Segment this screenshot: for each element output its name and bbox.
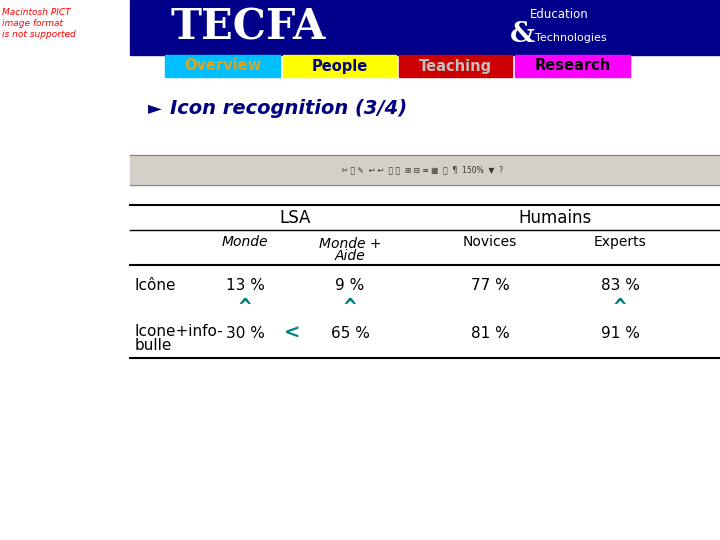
Text: ^: ^	[239, 298, 251, 318]
Text: ^: ^	[343, 298, 356, 318]
Text: 83 %: 83 %	[600, 278, 639, 293]
Bar	[283, 55, 396, 77]
Text: TECFA: TECFA	[171, 6, 325, 49]
Text: 9 %: 9 %	[336, 278, 364, 293]
Text: Education: Education	[530, 9, 589, 22]
Text: Monde: Monde	[222, 235, 269, 249]
Text: &: &	[510, 21, 535, 48]
Text: 81 %: 81 %	[471, 326, 509, 341]
Text: Experts: Experts	[593, 235, 647, 249]
Text: 30 %: 30 %	[225, 326, 264, 341]
Text: bulle: bulle	[135, 339, 172, 354]
Text: Technologies: Technologies	[535, 33, 607, 43]
Text: ✂ ⎘ ✎  ↩ ↩  🌐 🌍  ⊞ ⊟ ≡ ▦  🔍  ¶  150%  ▼  ?: ✂ ⎘ ✎ ↩ ↩ 🌐 🌍 ⊞ ⊟ ≡ ▦ 🔍 ¶ 150% ▼ ?	[337, 165, 503, 174]
Text: Monde +: Monde +	[319, 237, 382, 251]
Text: ►: ►	[148, 99, 162, 117]
Text: Icone+info-: Icone+info-	[135, 323, 224, 339]
Bar	[399, 55, 512, 77]
Text: Novices: Novices	[463, 235, 517, 249]
Text: Teaching: Teaching	[419, 58, 492, 73]
Text: Aide: Aide	[335, 249, 365, 263]
Text: 91 %: 91 %	[600, 326, 639, 341]
Text: Humains: Humains	[518, 209, 592, 227]
Text: Research: Research	[534, 58, 611, 73]
Text: Overview: Overview	[184, 58, 261, 73]
Text: ^: ^	[613, 298, 626, 318]
Bar	[515, 55, 630, 77]
Text: <: <	[284, 323, 301, 342]
Text: 65 %: 65 %	[330, 326, 369, 341]
Text: 77 %: 77 %	[471, 278, 509, 293]
Text: Icon recognition (3/4): Icon recognition (3/4)	[170, 98, 407, 118]
Text: Icône: Icône	[135, 278, 176, 293]
Bar	[130, 0, 720, 55]
Bar	[165, 55, 280, 77]
Text: Macintosh PICT
image format
is not supported: Macintosh PICT image format is not suppo…	[2, 8, 76, 39]
Bar	[130, 155, 720, 185]
Text: 13 %: 13 %	[225, 278, 264, 293]
Text: People: People	[311, 58, 368, 73]
Text: LSA: LSA	[279, 209, 311, 227]
